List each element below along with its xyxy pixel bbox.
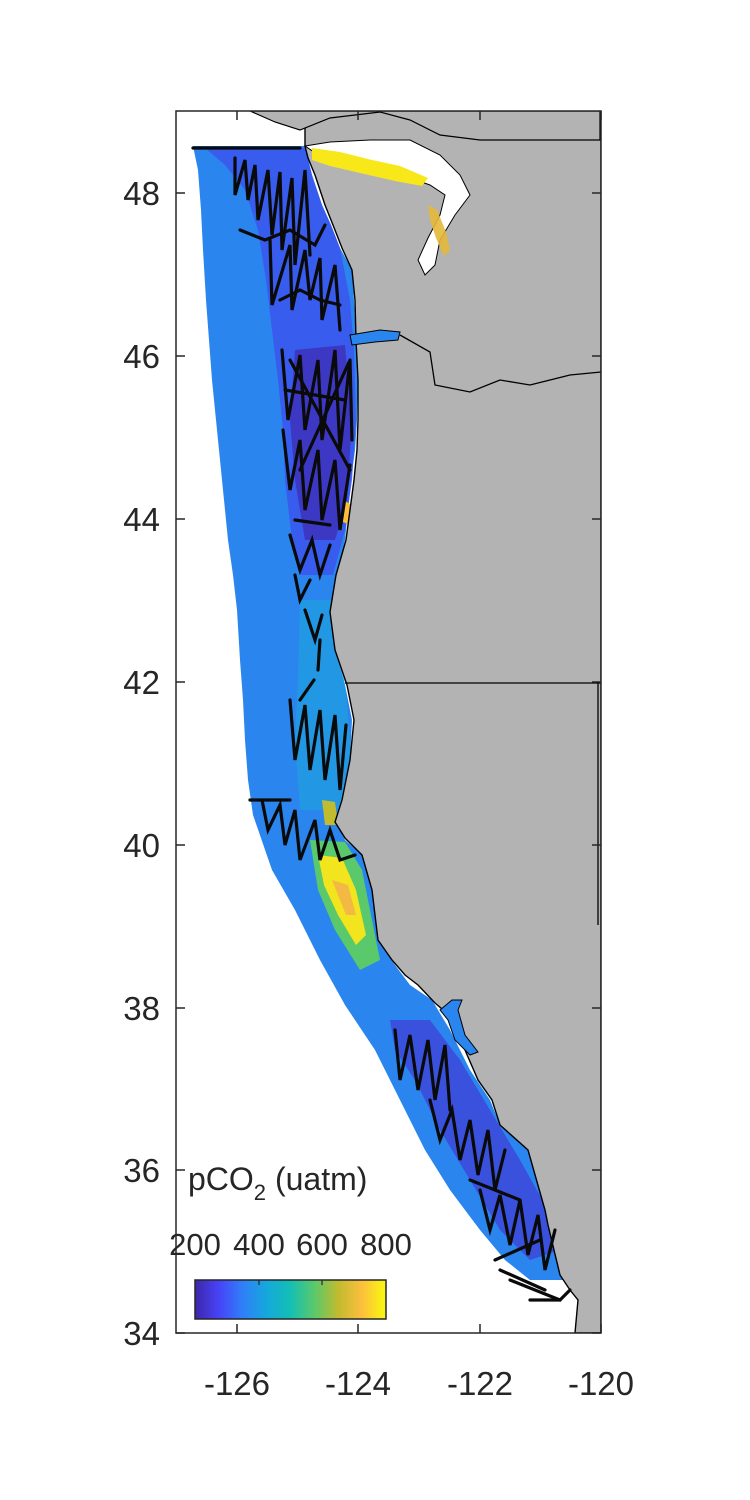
colorbar (194, 1279, 387, 1320)
colorbar-tick-label: 200 (169, 1227, 221, 1262)
axes-frame (175, 110, 602, 1334)
ship-tracks (191, 146, 572, 1302)
pco2-strait-overlay (312, 148, 428, 186)
columbia-river (349, 329, 401, 346)
pco2-puget-overlay (428, 205, 450, 256)
border-wa-or (399, 334, 601, 393)
colorbar-title: pCO2 (uatm) (188, 1161, 367, 1205)
pco2-field-upwelling-orange (332, 880, 356, 915)
y-tick-label: 46 (123, 338, 160, 375)
sf-bay (439, 999, 479, 1056)
axis-ticks (176, 111, 602, 1334)
y-tick-label: 36 (123, 1152, 160, 1189)
x-tick-label: -124 (325, 1365, 391, 1402)
y-tick-label: 38 (123, 990, 160, 1027)
x-tick-label: -126 (204, 1365, 270, 1402)
land-vancouver-island (249, 111, 601, 141)
colorbar-tick-label: 600 (296, 1227, 348, 1262)
colorbar-tick-label: 800 (360, 1227, 412, 1262)
x-tick-label: -122 (447, 1365, 513, 1402)
x-tick-label: -120 (568, 1365, 634, 1402)
colorbar-title-main: pCO (188, 1161, 254, 1197)
y-tick-label: 42 (123, 664, 160, 701)
y-tick-label: 40 (123, 827, 160, 864)
colorbar-tick-label: 400 (233, 1227, 285, 1262)
y-tick-label: 44 (123, 501, 160, 538)
land-us-west (304, 111, 601, 1333)
pco2-field-arena-patch (322, 800, 338, 825)
colorbar-title-subscript: 2 (254, 1180, 266, 1205)
colorbar-title-unit: (uatm) (266, 1161, 367, 1197)
y-tick-label: 34 (123, 1315, 160, 1352)
y-tick-label: 48 (123, 175, 160, 212)
colorbar-ticks (258, 1280, 323, 1285)
